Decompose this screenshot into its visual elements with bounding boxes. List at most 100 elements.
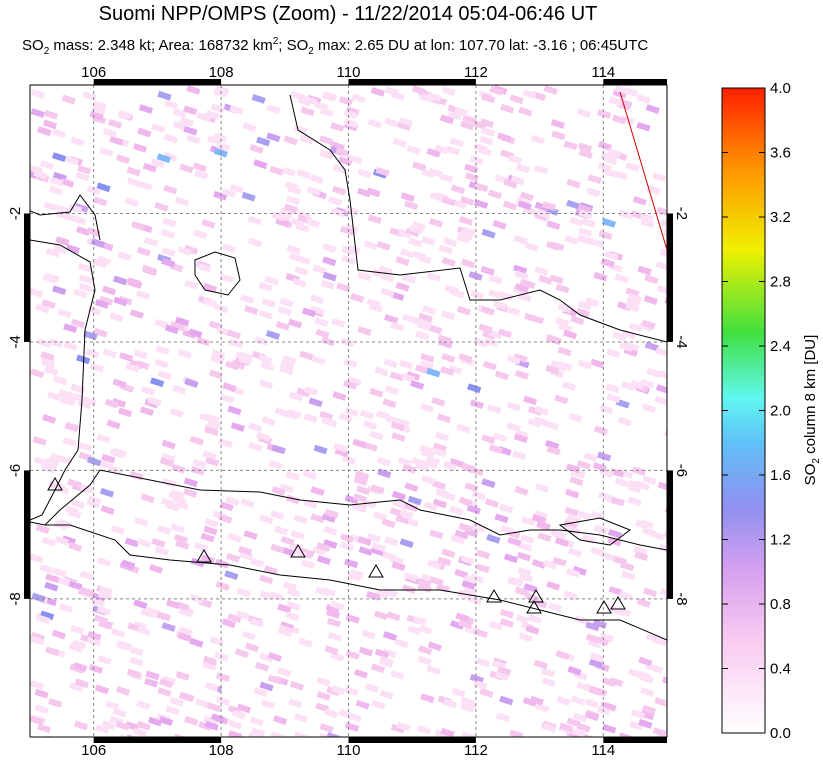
pixel — [309, 174, 324, 184]
pixel — [371, 699, 386, 710]
pixel — [261, 416, 276, 427]
pixel — [210, 103, 225, 114]
pixel — [514, 486, 529, 496]
pixel — [357, 326, 372, 336]
pixel — [30, 553, 44, 564]
pixel — [271, 444, 286, 455]
pixel — [212, 132, 228, 143]
pixel — [345, 613, 360, 624]
pixel — [45, 646, 60, 657]
pixel — [253, 687, 268, 698]
pixel — [377, 468, 392, 479]
pixel — [492, 220, 507, 230]
pixel — [73, 662, 88, 672]
pixel — [492, 432, 507, 443]
frame-bar — [667, 470, 673, 599]
pixel — [42, 273, 57, 284]
pixel — [87, 631, 102, 641]
pixel — [515, 614, 530, 625]
pixel — [288, 698, 303, 709]
pixel — [506, 354, 521, 365]
pixel — [384, 117, 399, 128]
pixel — [492, 300, 507, 310]
pixel — [520, 534, 535, 544]
pixel — [401, 313, 417, 324]
subtitle-part: ; SO — [278, 37, 308, 54]
pixel — [215, 696, 231, 706]
pixel — [115, 154, 131, 165]
colorbar-tick-label: 1.6 — [770, 467, 791, 484]
pixel — [115, 641, 131, 651]
pixel — [589, 652, 604, 662]
pixel — [479, 118, 495, 129]
pixel — [288, 391, 304, 402]
pixel — [165, 502, 180, 512]
label-part: column 8 km [DU] — [802, 335, 819, 458]
pixel — [30, 287, 44, 298]
title: Suomi NPP/OMPS (Zoom) - 11/22/2014 05:04… — [99, 3, 598, 25]
pixel — [343, 358, 358, 369]
pixel — [403, 571, 418, 582]
pixel — [474, 182, 489, 193]
pixel — [458, 496, 473, 507]
pixel — [110, 627, 126, 638]
pixel — [207, 135, 222, 146]
pixel — [286, 587, 301, 598]
pixel — [641, 319, 656, 330]
pixel — [475, 549, 491, 560]
pixel — [568, 412, 583, 423]
pixel — [624, 341, 639, 352]
pixel — [423, 501, 438, 512]
pixel — [348, 154, 363, 165]
pixel — [431, 397, 446, 407]
pixel — [305, 218, 320, 228]
pixel — [411, 457, 426, 467]
pixel — [519, 191, 534, 202]
pixel — [259, 681, 274, 692]
pixel — [192, 162, 207, 173]
pixel — [618, 590, 633, 601]
pixel — [654, 395, 667, 406]
pixel — [325, 608, 341, 619]
pixel — [172, 384, 187, 395]
pixel — [407, 237, 423, 248]
pixel — [151, 537, 166, 548]
pixel — [209, 636, 224, 646]
pixel — [283, 203, 298, 214]
pixel — [534, 483, 549, 493]
pixel — [91, 592, 106, 603]
pixel — [391, 490, 407, 501]
pixel — [623, 87, 639, 97]
pixel — [399, 359, 414, 370]
pixel — [45, 247, 60, 258]
pixel — [379, 689, 394, 700]
pixel — [593, 686, 608, 697]
pixel — [92, 258, 107, 269]
pixel — [351, 93, 366, 104]
pixel — [196, 112, 211, 123]
pixel — [566, 717, 581, 728]
subtitle-part: 2 — [273, 36, 279, 47]
pixel — [347, 376, 362, 386]
pixel — [271, 486, 286, 496]
pixel — [109, 312, 124, 322]
pixel — [99, 460, 114, 470]
pixel — [189, 593, 204, 604]
pixel — [205, 413, 220, 424]
pixel — [235, 610, 251, 620]
pixel — [636, 598, 651, 608]
pixel — [58, 603, 74, 613]
pixel — [537, 209, 552, 219]
pixel — [479, 688, 494, 698]
pixel — [346, 571, 361, 582]
pixel — [219, 273, 235, 284]
pixel — [577, 300, 592, 311]
pixel — [648, 663, 664, 674]
pixel — [149, 564, 164, 574]
pixel — [159, 678, 174, 689]
pixel — [159, 457, 175, 467]
pixel — [601, 551, 616, 562]
pixel — [314, 101, 329, 112]
pixel — [178, 626, 193, 637]
